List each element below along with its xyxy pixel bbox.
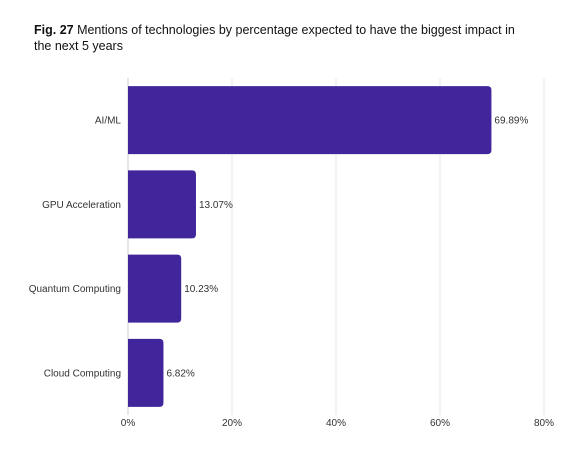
bars xyxy=(128,86,492,407)
x-tick-label: 40% xyxy=(326,418,346,429)
chart-title: Fig. 27 Mentions of technologies by perc… xyxy=(34,22,534,54)
x-tick-label: 60% xyxy=(430,418,450,429)
labels: 0% 20% 40% 60% 80% AI/ML 69.89% GPU Acceleratio… xyxy=(29,116,554,429)
x-tick-label: 80% xyxy=(534,418,554,429)
figure-number: Fig. 27 xyxy=(34,23,74,37)
bar xyxy=(128,86,492,155)
value-label: 6.82% xyxy=(166,368,194,379)
bar xyxy=(128,170,196,239)
bar xyxy=(128,254,182,323)
x-tick-label: 0% xyxy=(121,418,136,429)
title-text: Mentions of technologies by percentage e… xyxy=(34,23,515,53)
x-tick-label: 20% xyxy=(222,418,242,429)
value-label: 69.89% xyxy=(494,116,528,127)
category-label: Quantum Computing xyxy=(29,284,121,295)
value-label: 13.07% xyxy=(199,200,233,211)
category-label: AI/ML xyxy=(95,116,122,127)
category-label: GPU Acceleration xyxy=(42,200,121,211)
bar xyxy=(128,338,164,407)
value-label: 10.23% xyxy=(184,284,218,295)
category-label: Cloud Computing xyxy=(44,368,121,379)
